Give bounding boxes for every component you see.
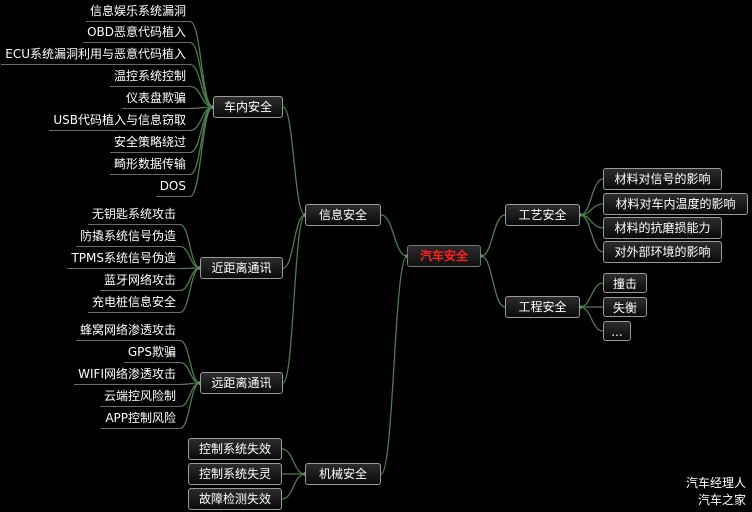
connector <box>189 106 214 176</box>
connector <box>189 63 214 108</box>
connector <box>380 255 408 475</box>
leaf: 充电桩信息安全 <box>87 293 180 313</box>
leaf: 对外部环境的影响 <box>603 241 722 263</box>
watermark: 汽车经理人 <box>685 476 746 490</box>
leaf: 防撬系统信号伪造 <box>75 227 180 247</box>
sub-node: 远距离通讯 <box>200 372 283 394</box>
connector <box>281 448 306 475</box>
connector <box>579 306 604 332</box>
connector <box>281 473 306 500</box>
leaf: 蓝牙网络攻击 <box>99 271 180 291</box>
leaf: WIFI网络渗透攻击 <box>74 365 180 385</box>
leaf: GPS欺骗 <box>123 343 180 363</box>
leaf: 温控系统控制 <box>109 67 190 87</box>
connector <box>282 214 306 384</box>
sub-node: 车内安全 <box>213 96 283 118</box>
branch-node: 工程安全 <box>505 296 580 318</box>
connector <box>179 382 201 430</box>
leaf: ECU系统漏洞利用与恶意代码植入 <box>1 45 190 65</box>
root-node: 汽车安全 <box>407 245 481 267</box>
connector <box>282 214 306 269</box>
connector <box>179 267 201 314</box>
leaf: TPMS系统信号伪造 <box>67 249 180 269</box>
branch-node: 信息安全 <box>305 204 381 226</box>
leaf: USB代码植入与信息窃取 <box>49 111 190 131</box>
leaf: 畸形数据传输 <box>109 155 190 175</box>
leaf: 材料对信号的影响 <box>603 168 722 190</box>
leaf: 安全策略绕过 <box>109 133 190 153</box>
connector <box>579 282 604 308</box>
branch-node: 工艺安全 <box>505 204 580 226</box>
branch-node: 机械安全 <box>305 463 381 485</box>
connector <box>179 267 201 292</box>
connector <box>179 223 201 269</box>
connector <box>189 106 214 198</box>
leaf: 故障检测失效 <box>188 488 282 510</box>
leaf: OBD恶意代码植入 <box>83 23 190 43</box>
leaf: APP控制风险 <box>101 409 180 429</box>
connector <box>179 361 201 384</box>
leaf: 控制系统失灵 <box>188 463 282 485</box>
leaf: ... <box>603 321 631 341</box>
connector <box>579 178 604 216</box>
connector <box>189 20 214 108</box>
leaf: 控制系统失效 <box>188 438 282 460</box>
leaf: 仪表盘欺骗 <box>121 89 190 109</box>
connector <box>179 339 201 384</box>
leaf: 撞击 <box>603 273 647 293</box>
connector <box>179 245 201 269</box>
leaf: 蜂窝网络渗透攻击 <box>75 321 180 341</box>
connector <box>579 214 604 253</box>
leaf: 无钥匙系统攻击 <box>87 205 180 225</box>
leaf: 材料对车内温度的影响 <box>603 193 748 215</box>
leaf: 云端控风险制 <box>99 387 180 407</box>
sub-node: 近距离通讯 <box>200 257 283 279</box>
connector <box>282 106 306 216</box>
watermark: 汽车之家 <box>697 493 746 507</box>
connector <box>380 214 408 257</box>
connector <box>480 214 506 257</box>
leaf: 失衡 <box>603 297 647 317</box>
leaf: 材料的抗磨损能力 <box>603 217 722 239</box>
leaf: 信息娱乐系统漏洞 <box>85 2 190 22</box>
leaf: DOS <box>155 177 190 197</box>
connector <box>480 255 506 308</box>
